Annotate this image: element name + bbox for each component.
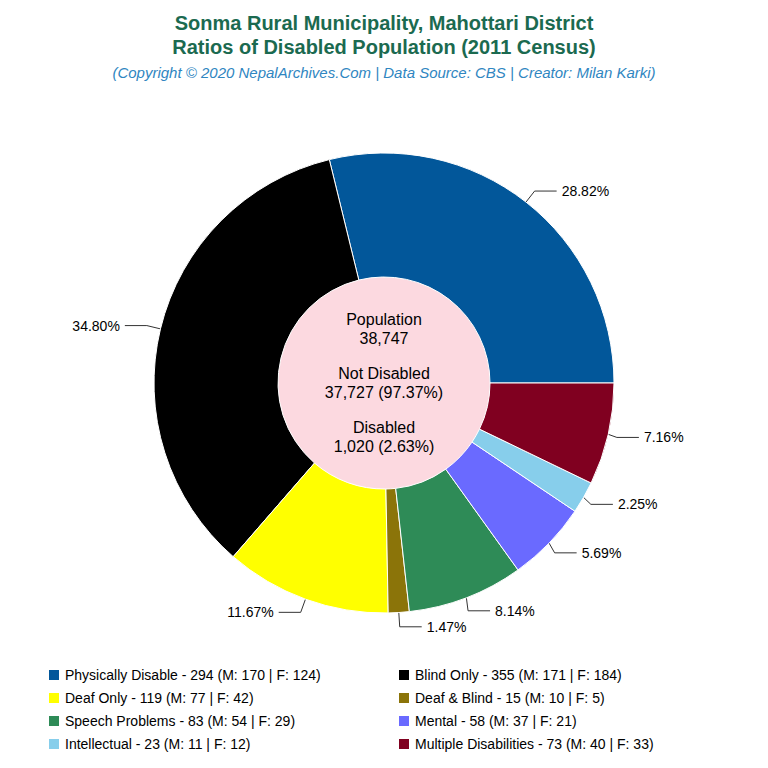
svg-text:Physically Disable - 294 (M: 1: Physically Disable - 294 (M: 170 | F: 12… xyxy=(65,667,321,683)
svg-text:Sonma Rural Municipality, Maho: Sonma Rural Municipality, Mahottari Dist… xyxy=(175,12,594,34)
svg-text:1.47%: 1.47% xyxy=(427,619,467,635)
svg-text:Disabled: Disabled xyxy=(353,419,415,436)
svg-text:28.82%: 28.82% xyxy=(562,183,609,199)
svg-text:Multiple Disabilities - 73 (M:: Multiple Disabilities - 73 (M: 40 | F: 3… xyxy=(415,736,654,752)
svg-text:11.67%: 11.67% xyxy=(227,604,273,620)
svg-text:Deaf Only - 119 (M: 77 | F: 42: Deaf Only - 119 (M: 77 | F: 42) xyxy=(65,690,254,706)
svg-text:8.14%: 8.14% xyxy=(495,603,535,619)
svg-text:Speech Problems - 83 (M: 54 |: Speech Problems - 83 (M: 54 | F: 29) xyxy=(65,713,295,729)
svg-text:2.25%: 2.25% xyxy=(618,496,658,512)
svg-text:Blind Only - 355 (M: 171 | F:: Blind Only - 355 (M: 171 | F: 184) xyxy=(415,667,622,683)
svg-text:Mental - 58 (M: 37 | F: 21): Mental - 58 (M: 37 | F: 21) xyxy=(415,713,577,729)
svg-text:38,747: 38,747 xyxy=(360,330,409,347)
svg-text:34.80%: 34.80% xyxy=(72,318,119,334)
svg-text:5.69%: 5.69% xyxy=(582,545,622,561)
svg-text:37,727 (97.37%): 37,727 (97.37%) xyxy=(325,384,443,401)
svg-text:Ratios of Disabled Population: Ratios of Disabled Population (2011 Cens… xyxy=(172,36,595,58)
svg-text:Intellectual - 23 (M: 11 | F:: Intellectual - 23 (M: 11 | F: 12) xyxy=(65,736,250,752)
svg-text:1,020 (2.63%): 1,020 (2.63%) xyxy=(334,438,435,455)
svg-text:Not Disabled: Not Disabled xyxy=(338,365,430,382)
svg-text:Population: Population xyxy=(346,311,422,328)
svg-text:(Copyright © 2020 NepalArchive: (Copyright © 2020 NepalArchives.Com | Da… xyxy=(112,64,655,81)
svg-text:Deaf & Blind - 15 (M: 10 | F:: Deaf & Blind - 15 (M: 10 | F: 5) xyxy=(415,690,605,706)
svg-text:7.16%: 7.16% xyxy=(644,429,684,445)
